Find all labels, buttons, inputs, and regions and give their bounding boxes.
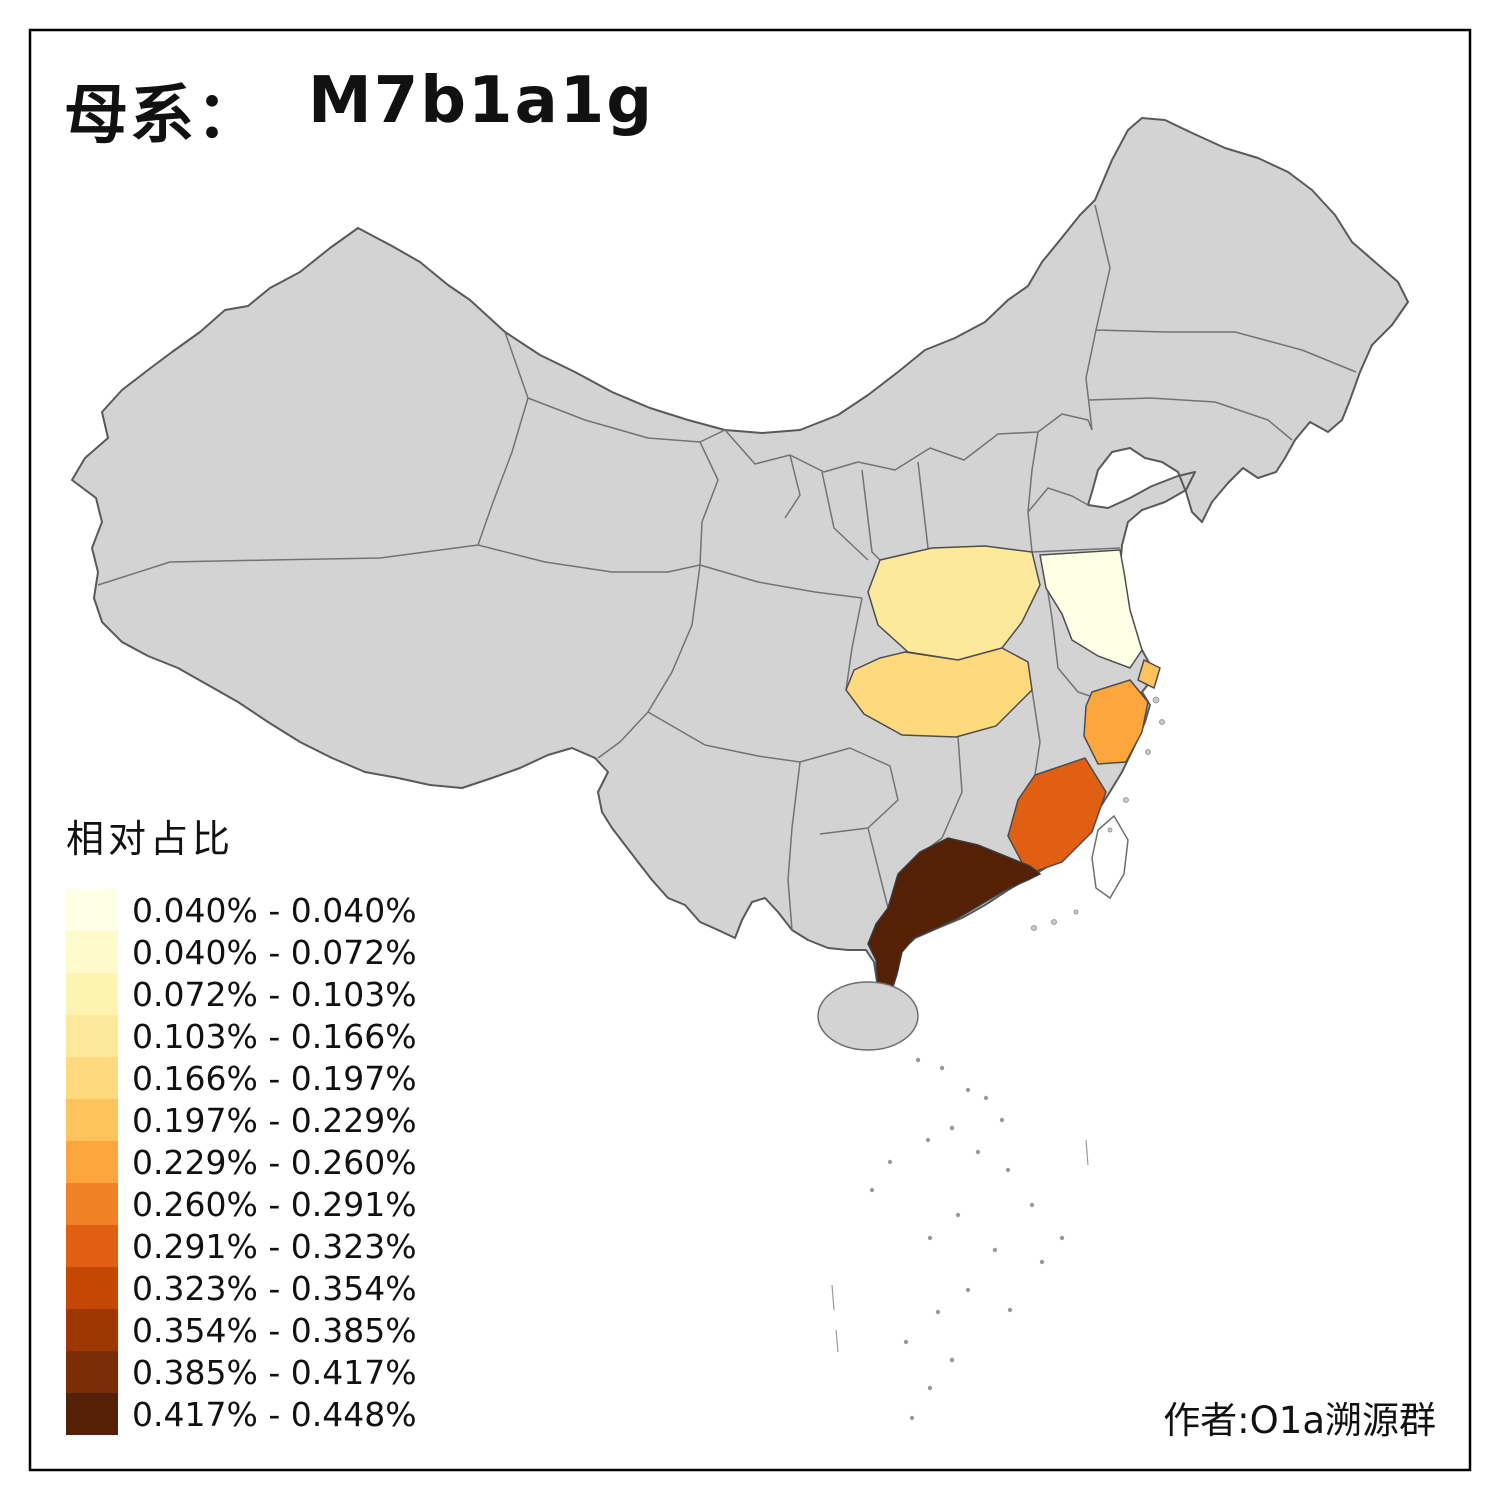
legend-class-label: 0.229% - 0.260% [132,1142,417,1182]
legend-swatch [66,1141,118,1183]
legend-row: 0.417% - 0.448% [66,1393,417,1435]
legend-row: 0.354% - 0.385% [66,1309,417,1351]
hainan-island [817,981,919,1051]
legend-class-label: 0.072% - 0.103% [132,974,417,1014]
map-title-value: M7b1a1g [308,64,655,138]
region-guangdong [867,837,1042,998]
map-frame [28,28,1472,1472]
legend-swatch [66,1015,118,1057]
legend-row: 0.103% - 0.166% [66,1015,417,1057]
legend-row: 0.040% - 0.072% [66,931,417,973]
legend-rows: 0.040% - 0.040% 0.040% - 0.072% 0.072% -… [66,889,417,1435]
legend-swatch [66,973,118,1015]
province-borders [97,204,1357,931]
legend-class-label: 0.103% - 0.166% [132,1016,417,1056]
legend-class-label: 0.291% - 0.323% [132,1226,417,1266]
region-jiangsu [1039,549,1143,669]
author-credit: 作者:O1a溯源群 [1163,1399,1436,1442]
legend-swatch [66,1267,118,1309]
legend-class-label: 0.197% - 0.229% [132,1100,417,1140]
legend-swatch [66,931,118,973]
region-fujian [1007,757,1107,875]
legend-row: 0.260% - 0.291% [66,1183,417,1225]
region-zhejiang [1083,679,1149,765]
legend-swatch [66,1309,118,1351]
legend-class-label: 0.323% - 0.354% [132,1268,417,1308]
legend-row: 0.291% - 0.323% [66,1225,417,1267]
legend-row: 0.229% - 0.260% [66,1141,417,1183]
legend-title: 相对占比 [66,817,235,861]
legend-swatch [66,1099,118,1141]
legend-row: 0.197% - 0.229% [66,1099,417,1141]
legend-row: 0.072% - 0.103% [66,973,417,1015]
south-china-sea-islets [831,1057,1089,1421]
map-title-prefix: 母系： [64,79,262,153]
legend-row: 0.385% - 0.417% [66,1351,417,1393]
legend-class-label: 0.354% - 0.385% [132,1310,417,1350]
region-henan [867,545,1041,661]
map-title: 母系： M7b1a1g [64,64,654,156]
region-hubei [845,647,1033,738]
legend-swatch [66,1057,118,1099]
legend-class-label: 0.260% - 0.291% [132,1184,417,1224]
legend-row: 0.166% - 0.197% [66,1057,417,1099]
legend-class-label: 0.040% - 0.072% [132,932,417,972]
legend-class-label: 0.385% - 0.417% [132,1352,417,1392]
legend-swatch [66,889,118,931]
legend-swatch [66,1351,118,1393]
legend-class-label: 0.166% - 0.197% [132,1058,417,1098]
taiwan-island [1091,814,1129,900]
region-shanghai [1137,658,1161,690]
legend-row: 0.040% - 0.040% [66,889,417,931]
legend-swatch [66,1225,118,1267]
legend-swatch [66,1393,118,1435]
legend-swatch [66,1183,118,1225]
legend-row: 0.323% - 0.354% [66,1267,417,1309]
coastal-islets [1031,696,1165,931]
legend-class-label: 0.040% - 0.040% [132,890,417,930]
legend-class-label: 0.417% - 0.448% [132,1394,417,1434]
legend: 相对占比 0.040% - 0.040% 0.040% - 0.072% 0.0… [66,808,417,1435]
